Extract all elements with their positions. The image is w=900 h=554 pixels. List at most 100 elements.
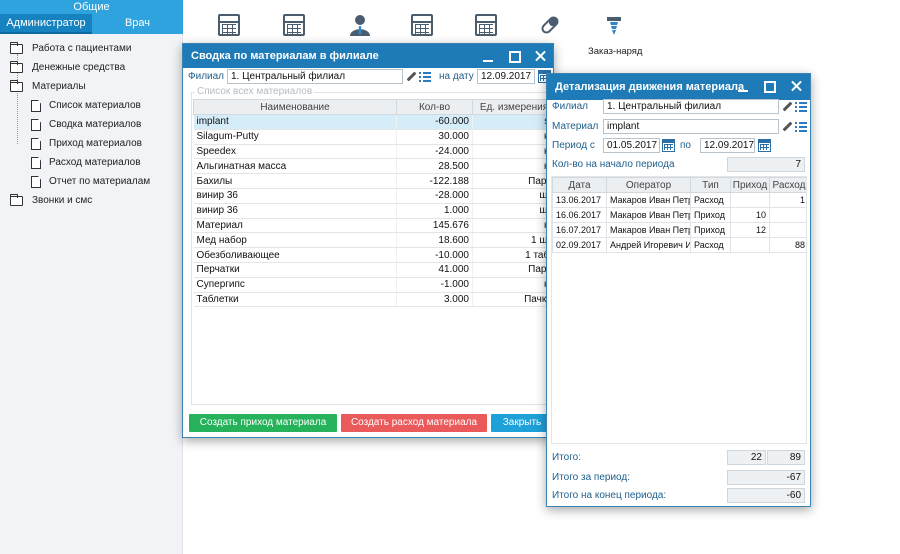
tree-item-label: Звонки и смс: [32, 195, 93, 206]
cell-expense: 88: [769, 237, 806, 253]
table-row[interactable]: Супергипс-1.000кг: [193, 277, 555, 293]
column-header-operator[interactable]: Оператор: [606, 177, 691, 193]
maximize-button[interactable]: [506, 44, 522, 68]
date-field[interactable]: 12.09.2017: [477, 69, 535, 84]
minimize-button[interactable]: [480, 44, 496, 68]
period-from-field[interactable]: 01.05.2017: [603, 138, 660, 153]
create-expense-button[interactable]: Создать расход материала: [341, 414, 487, 432]
date-label: на дату: [439, 71, 474, 82]
column-header-type[interactable]: Тип: [690, 177, 731, 193]
cell-qty: -1.000: [396, 277, 473, 293]
close-window-button[interactable]: [788, 74, 804, 98]
table-row[interactable]: 02.09.2017 Андрей Игоревич И Расход 88: [552, 237, 806, 253]
table-row[interactable]: implant-60.000st: [193, 114, 555, 130]
material-field[interactable]: implant: [603, 119, 779, 134]
folder-icon: [9, 61, 23, 73]
movements-table-wrap: Дата Оператор Тип Приход Расход 13.06.20…: [551, 176, 807, 444]
table-row[interactable]: Таблетки 3.000 Пачка: [193, 292, 555, 308]
table-row[interactable]: Speedex-24.000кг: [193, 144, 555, 160]
branch-field[interactable]: 1. Центральный филиал: [227, 69, 403, 84]
branch-field[interactable]: 1. Центральный филиал: [603, 99, 779, 114]
cell-expense: [769, 207, 806, 223]
table-row[interactable]: Обезболивающее -10.000 1 таб.: [193, 247, 555, 263]
table-row[interactable]: 16.07.2017 Макаров Иван Петр Приход 12: [552, 222, 806, 238]
column-header-unit[interactable]: Ед. измерения: [472, 99, 555, 115]
grid-icon: [475, 14, 497, 36]
start-qty-value: 7: [727, 157, 805, 172]
cell-qty: -122.188: [396, 173, 473, 189]
toolbar-table-3[interactable]: [475, 14, 497, 36]
cell-unit: 1 шт: [472, 232, 555, 249]
table-row[interactable]: 13.06.2017 Макаров Иван Петр Расход 1: [552, 192, 806, 208]
tree-item-label: Расход материалов: [49, 157, 141, 168]
period-total-label: Итого за период:: [552, 472, 630, 483]
cell-expense: 1: [769, 192, 806, 208]
tab-doctor[interactable]: Врач: [124, 17, 151, 29]
create-income-button[interactable]: Создать приход материала: [189, 414, 337, 432]
materials-summary-window: Сводка по материалам в филиале Филиал 1.…: [182, 43, 555, 438]
list-icon[interactable]: [795, 101, 807, 113]
cell-unit: Пара: [472, 173, 555, 189]
cell-qty: 30.000: [396, 129, 473, 145]
column-header-date[interactable]: Дата: [552, 177, 607, 193]
toolbar-materials[interactable]: [539, 14, 561, 36]
list-icon[interactable]: [419, 71, 431, 83]
window-title: Сводка по материалам в филиале: [183, 44, 553, 68]
table-row[interactable]: винир 361.000шт: [193, 203, 555, 219]
cell-income: [730, 192, 770, 208]
column-header-income[interactable]: Приход: [730, 177, 770, 193]
column-header-expense[interactable]: Расход: [769, 177, 806, 193]
toolbar-table-1[interactable]: [283, 14, 305, 36]
cell-unit: шт: [472, 188, 555, 204]
list-icon[interactable]: [795, 121, 807, 133]
calendar-icon[interactable]: [758, 139, 771, 152]
period-to-field[interactable]: 12.09.2017: [700, 138, 755, 153]
table-row[interactable]: винир 36-28.000шт: [193, 188, 555, 204]
grid-icon: [411, 14, 433, 36]
materials-group: [191, 92, 554, 405]
cell-date: 16.06.2017: [552, 207, 607, 223]
cell-qty: 3.000: [396, 292, 473, 308]
edit-icon[interactable]: [405, 71, 417, 83]
table-row[interactable]: Бахилы -122.188 Пара: [193, 173, 555, 189]
close-button[interactable]: Закрыть: [491, 414, 553, 432]
tab-administrator[interactable]: Администратор: [0, 14, 92, 34]
edit-icon[interactable]: [781, 101, 793, 113]
table-row[interactable]: Перчатки 41.000 Пара: [193, 262, 555, 278]
table-row[interactable]: 16.06.2017 Макаров Иван Петр Приход 10: [552, 207, 806, 223]
cell-expense: [769, 222, 806, 238]
toolbar-work-order[interactable]: [603, 14, 625, 36]
toolbar-calendar[interactable]: [218, 14, 240, 36]
grid-icon: [283, 14, 305, 36]
calendar-icon[interactable]: [662, 139, 675, 152]
column-header-name[interactable]: Наименование: [193, 99, 397, 115]
total-label: Итого:: [552, 452, 581, 463]
tab-general[interactable]: Общие: [0, 0, 183, 14]
table-row[interactable]: Мед набор 18.600 1 шт: [193, 232, 555, 249]
cell-unit: Пара: [472, 262, 555, 278]
toolbar-users[interactable]: [349, 14, 371, 36]
tree-item-label: Материалы: [32, 81, 86, 92]
toolbar-table-2[interactable]: [411, 14, 433, 36]
cell-type: Расход: [690, 192, 731, 208]
cell-income: 10: [730, 207, 770, 223]
cell-unit: 1 таб.: [472, 247, 555, 263]
tooth-implant-icon: [603, 14, 625, 36]
close-window-button[interactable]: [532, 44, 548, 68]
tree-guide-line: [17, 54, 18, 144]
edit-icon[interactable]: [781, 121, 793, 133]
period-to-label: по: [680, 140, 691, 151]
cell-type: Расход: [690, 237, 731, 253]
cell-date: 16.07.2017: [552, 222, 607, 238]
column-header-qty[interactable]: Кол-во: [396, 99, 473, 115]
cell-operator: Макаров Иван Петр: [606, 192, 691, 208]
cell-unit: st: [472, 114, 555, 130]
cell-type: Приход: [690, 222, 731, 238]
cell-operator: Макаров Иван Петр: [606, 222, 691, 238]
cell-unit: кг: [472, 129, 555, 145]
minimize-button[interactable]: [735, 74, 751, 98]
maximize-button[interactable]: [761, 74, 777, 98]
